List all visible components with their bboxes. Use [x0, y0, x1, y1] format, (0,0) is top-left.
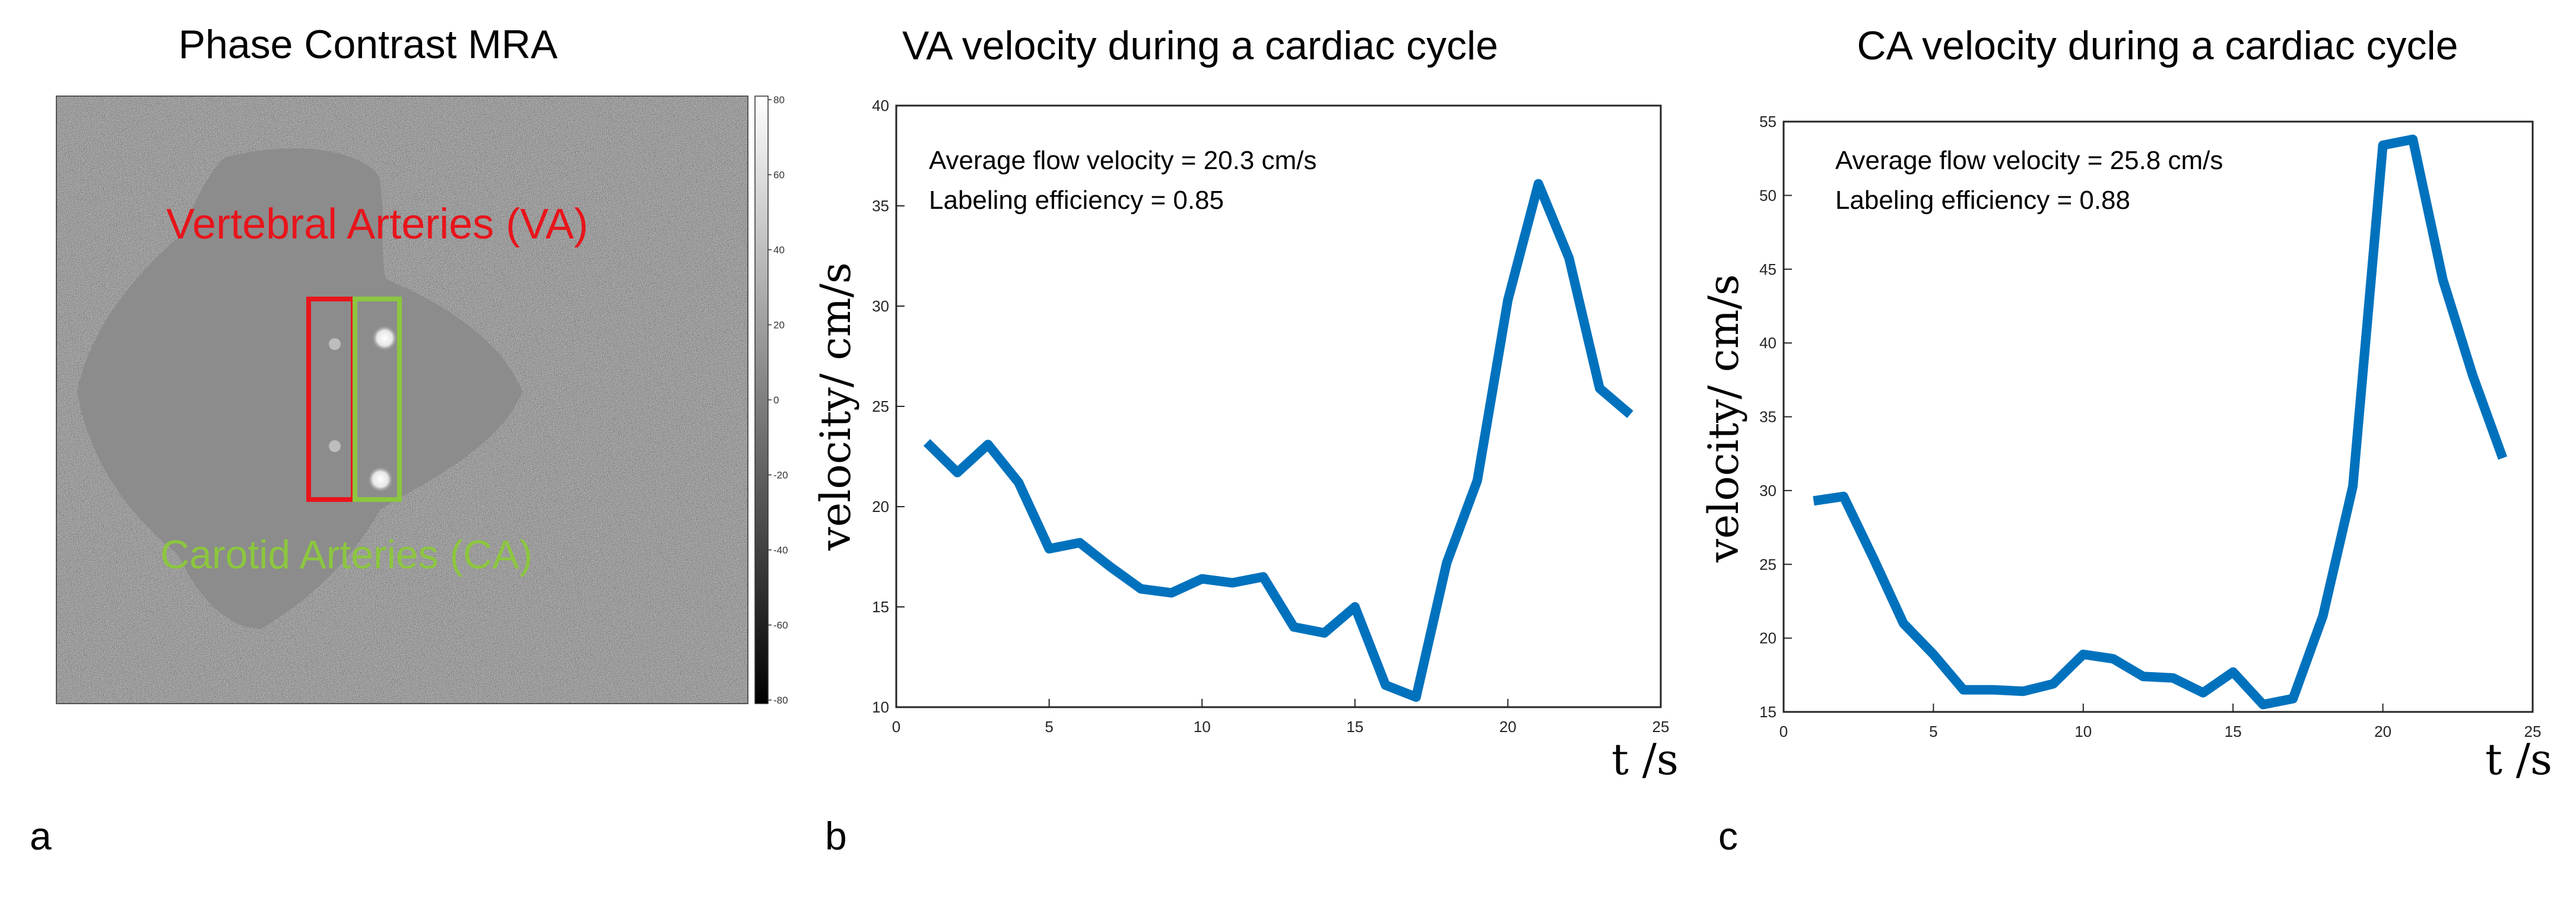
x-tick-label: 20 — [1499, 718, 1517, 736]
colorbar-tick-label: -80 — [773, 695, 788, 706]
colorbar-tick-label: 20 — [773, 320, 785, 331]
colorbar-tick-label: -40 — [773, 545, 788, 556]
x-tick-label: 25 — [2524, 723, 2542, 740]
mra-frame — [56, 96, 748, 704]
panel-b: VA velocity during a cardiac cycle 0 5 10 1… — [811, 23, 1679, 858]
x-tick-label: 0 — [1779, 723, 1788, 740]
va-labeling-efficiency-annotation: Labeling efficiency = 0.85 — [929, 186, 1224, 215]
x-tick-label: 5 — [1045, 718, 1053, 736]
y-tick-label: 35 — [1759, 408, 1776, 426]
va-velocity-chart: 0 5 10 15 20 25 10 15 20 25 30 35 40 — [872, 97, 1669, 736]
va-avg-velocity-annotation: Average flow velocity = 20.3 cm/s — [929, 146, 1316, 175]
velocity-data-point — [2502, 458, 2503, 459]
y-tick-label: 40 — [1759, 334, 1776, 352]
ca-xlabel: t /s — [2485, 734, 2552, 784]
colorbar-tick-label: -60 — [773, 620, 788, 631]
y-tick-label: 30 — [1759, 482, 1776, 500]
ca-labeling-efficiency-annotation: Labeling efficiency = 0.88 — [1835, 186, 2130, 215]
velocity-data-point — [1993, 689, 1994, 690]
va-vessel-right — [329, 440, 341, 452]
va-vessel-left — [329, 338, 341, 350]
x-tick-label: 0 — [892, 718, 900, 736]
y-tick-label: 40 — [872, 97, 889, 114]
colorbar-tick-label: 60 — [773, 170, 785, 181]
velocity-data-point — [1873, 558, 1874, 559]
velocity-data-point — [2173, 677, 2174, 678]
ca-vessel-right — [367, 466, 394, 492]
velocity-series-line — [923, 179, 1633, 702]
x-tick-label: 10 — [1194, 718, 1211, 736]
ca-vessel-left — [372, 325, 398, 351]
velocity-series-line — [1813, 134, 2508, 710]
y-tick-label: 20 — [1759, 629, 1776, 647]
velocity-data-point — [1324, 632, 1325, 633]
y-tick-label: 50 — [1759, 186, 1776, 204]
mra-image — [56, 96, 748, 704]
colorbar: 80 60 40 20 0 -20 -40 -60 -80 — [754, 94, 788, 706]
y-tick-label: 15 — [872, 598, 889, 616]
ca-avg-velocity-annotation: Average flow velocity = 25.8 cm/s — [1835, 146, 2223, 175]
ca-velocity-chart: 0 5 10 15 20 25 15 20 25 30 35 40 45 50 55 — [1759, 113, 2541, 740]
y-tick-label: 35 — [872, 197, 889, 215]
y-tick-label: 45 — [1759, 260, 1776, 278]
x-tick-label: 10 — [2074, 723, 2092, 740]
velocity-data-point — [1903, 623, 1904, 624]
colorbar-tick-label: 80 — [773, 94, 785, 106]
y-tick-label: 10 — [872, 698, 889, 716]
x-tick-label: 5 — [1929, 723, 1937, 740]
panel-b-letter: b — [825, 814, 847, 858]
panel-c: CA velocity during a cardiac cycle 0 5 10 1… — [1699, 23, 2552, 858]
colorbar-tick-label: -20 — [773, 470, 788, 481]
y-tick-label: 20 — [872, 498, 889, 516]
neck-cross-section — [77, 148, 522, 629]
ca-ylabel: velocity/ cm/s — [1699, 274, 1748, 563]
velocity-data-point — [1599, 388, 1600, 389]
va-label: Vertebral Arteries (VA) — [166, 201, 588, 248]
velocity-data-point — [1446, 562, 1447, 563]
y-tick-label: 30 — [872, 297, 889, 315]
velocity-data-point — [2053, 683, 2054, 684]
colorbar-gradient — [754, 96, 769, 704]
ca-plot-area — [1782, 120, 2534, 713]
panel-b-title: VA velocity during a cardiac cycle — [902, 23, 1498, 68]
panel-a-title: Phase Contrast MRA — [179, 22, 558, 67]
colorbar-ticks: 80 60 40 20 0 -20 -40 -60 -80 — [768, 94, 788, 706]
panel-a: Phase Contrast MRA Vertebral Arteries (V… — [30, 22, 788, 858]
y-tick-label: 25 — [1759, 555, 1776, 573]
ca-label: Carotid Arteries (CA) — [160, 532, 532, 577]
x-tick-label: 20 — [2374, 723, 2391, 740]
y-tick-label: 25 — [872, 397, 889, 415]
velocity-data-point — [1293, 626, 1294, 627]
panel-c-letter: c — [1718, 814, 1738, 858]
velocity-data-point — [957, 472, 958, 473]
ca-roi-box — [353, 297, 402, 502]
panel-a-letter: a — [30, 814, 52, 858]
colorbar-tick-label: 40 — [773, 244, 785, 256]
va-xlabel: t /s — [1611, 734, 1679, 784]
y-tick-label: 55 — [1759, 113, 1776, 131]
x-tick-label: 15 — [1346, 718, 1363, 736]
panel-c-title: CA velocity during a cardiac cycle — [1857, 23, 2458, 68]
va-ylabel: velocity/ cm/s — [811, 262, 860, 551]
velocity-data-point — [1843, 496, 1844, 497]
velocity-data-point — [1202, 578, 1203, 579]
y-tick-label: 15 — [1759, 703, 1776, 721]
colorbar-tick-label: 0 — [773, 395, 779, 406]
velocity-data-point — [2442, 279, 2443, 280]
x-tick-label: 15 — [2225, 723, 2242, 740]
x-tick-label: 25 — [1652, 718, 1670, 736]
